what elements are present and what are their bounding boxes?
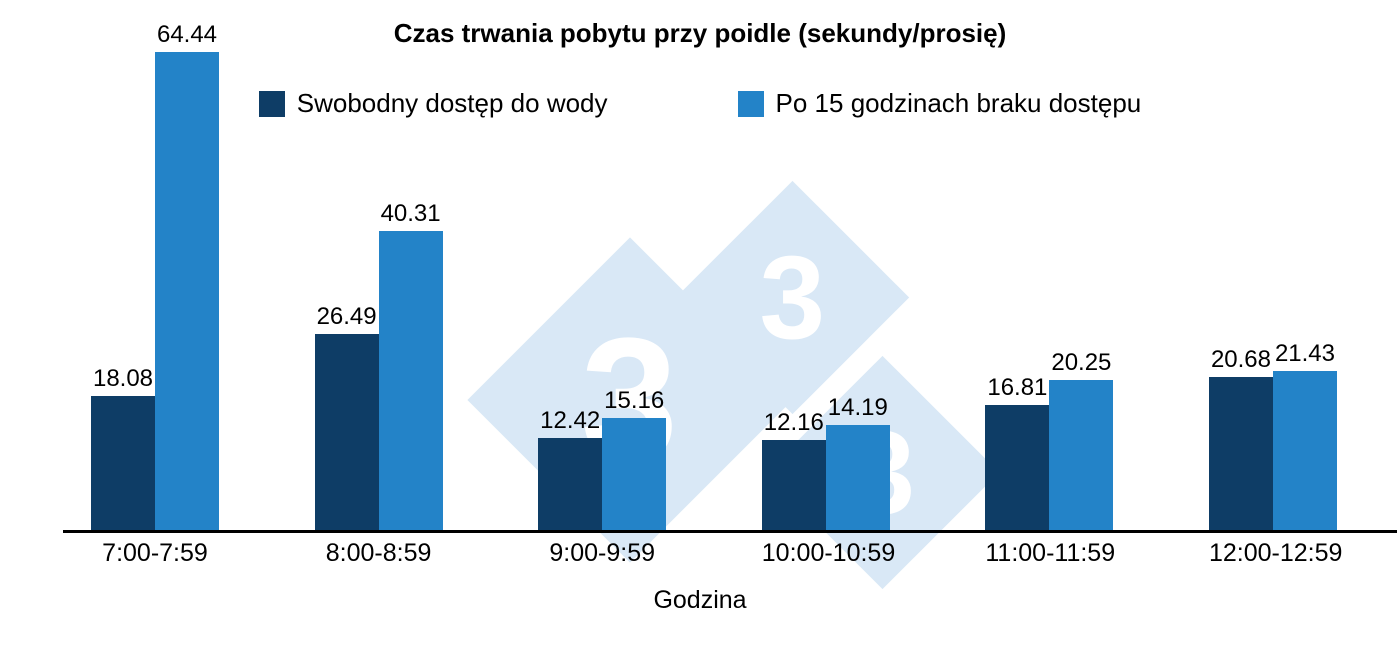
legend-item-series-1: Swobodny dostęp do wody <box>258 88 608 119</box>
value-label: 16.81 <box>987 374 1048 401</box>
bar-group: 12.42 15.16 <box>538 387 667 530</box>
bar <box>91 396 155 530</box>
value-label: 26.49 <box>316 303 377 330</box>
bar <box>985 405 1050 530</box>
bar-group: 20.68 21.43 <box>1208 340 1337 530</box>
bar-group: 26.49 40.31 <box>314 200 443 530</box>
value-label: 12.42 <box>540 407 601 434</box>
value-label: 20.25 <box>1051 349 1112 376</box>
legend-item-series-2: Po 15 godzinach braku dostępu <box>737 88 1142 119</box>
bar-group: 12.16 14.19 <box>761 394 890 530</box>
bar <box>155 52 219 530</box>
value-label: 15.16 <box>604 387 665 414</box>
x-tick-label: 10:00-10:59 <box>761 539 896 567</box>
bar-unit: 26.49 <box>314 303 379 530</box>
bar-unit: 18.08 <box>91 365 155 530</box>
bar <box>1208 377 1273 530</box>
bar-unit: 15.16 <box>602 387 667 530</box>
x-axis-title: Godzina <box>653 586 747 614</box>
plot-area: 18.08 64.44 26.49 40.31 12.42 15.16 12.16 14.19… <box>0 21 1400 530</box>
x-tick-label: 7:00-7:59 <box>102 539 208 567</box>
value-label: 14.19 <box>827 394 888 421</box>
x-tick-label: 8:00-8:59 <box>325 539 432 567</box>
bar <box>825 425 890 530</box>
legend-label: Po 15 godzinach braku dostępu <box>775 88 1142 118</box>
x-axis-line <box>63 530 1397 533</box>
value-label: 20.68 <box>1210 346 1271 373</box>
bar <box>314 334 379 530</box>
chart-title: Czas trwania pobytu przy poidle (sekundy… <box>393 18 1007 48</box>
value-label: 18.08 <box>92 365 154 392</box>
bar-unit: 12.42 <box>538 407 603 530</box>
bar-group: 16.81 20.25 <box>985 349 1114 530</box>
legend-label: Swobodny dostęp do wody <box>296 88 608 118</box>
bar <box>1272 371 1337 530</box>
bar-unit: 12.16 <box>761 409 826 530</box>
bar <box>1049 380 1114 530</box>
bar <box>602 418 667 530</box>
bar-group: 18.08 64.44 <box>91 21 219 530</box>
value-label: 21.43 <box>1274 340 1335 367</box>
legend-swatch-light <box>737 90 764 117</box>
x-tick-label: 12:00-12:59 <box>1208 539 1343 567</box>
bar-unit: 14.19 <box>825 394 890 530</box>
bar <box>378 231 443 530</box>
bar-unit: 20.68 <box>1208 346 1273 530</box>
legend-swatch-dark <box>258 90 285 117</box>
x-tick-label: 11:00-11:59 <box>985 539 1116 567</box>
bar-unit: 20.25 <box>1049 349 1114 530</box>
bar-unit: 40.31 <box>378 200 443 530</box>
bar-unit: 21.43 <box>1272 340 1337 530</box>
bar-unit: 16.81 <box>985 374 1050 530</box>
value-label: 40.31 <box>380 200 441 227</box>
bar <box>761 440 826 530</box>
x-tick-label: 9:00-9:59 <box>549 539 655 567</box>
bar <box>538 438 603 530</box>
legend: Swobodny dostęp do wody Po 15 godzinach … <box>0 88 1400 119</box>
value-label: 64.44 <box>156 21 218 48</box>
x-axis-ticks: 7:00-7:59 8:00-8:59 9:00-9:59 10:00-10:59 11… <box>0 539 1400 568</box>
value-label: 12.16 <box>763 409 824 436</box>
bar-unit: 64.44 <box>155 21 219 530</box>
